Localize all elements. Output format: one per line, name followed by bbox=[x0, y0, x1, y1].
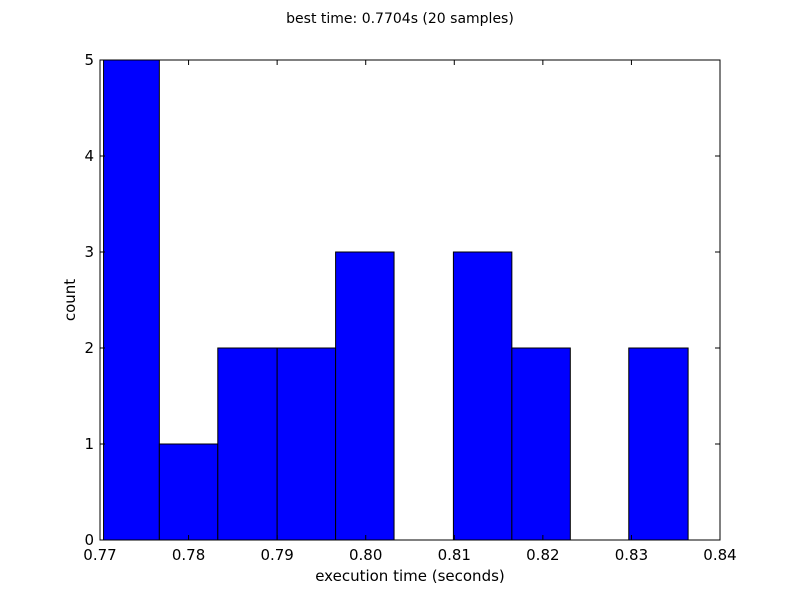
y-tick-label: 3 bbox=[84, 243, 94, 261]
histogram-bar bbox=[628, 347, 689, 541]
x-tick-label: 0.84 bbox=[703, 546, 736, 564]
bars-group bbox=[103, 59, 689, 541]
histogram-bar bbox=[276, 347, 337, 541]
y-tick-label: 1 bbox=[84, 435, 94, 453]
y-axis-label: count bbox=[61, 279, 79, 321]
histogram-bar bbox=[511, 347, 571, 541]
plot-frame bbox=[99, 59, 721, 541]
chart-title: best time: 0.7704s (20 samples) bbox=[286, 11, 514, 27]
histogram-bar bbox=[217, 347, 278, 541]
x-tick-label: 0.81 bbox=[438, 546, 471, 564]
x-tick-label: 0.80 bbox=[349, 546, 382, 564]
tick-labels-group: 0.77 0.78 0.79 0.80 0.81 0.82 0.83 0.84 0 1 2 3 4 5 bbox=[83, 51, 736, 564]
x-axis-label: execution time (seconds) bbox=[315, 567, 505, 585]
y-tick-label: 4 bbox=[84, 147, 94, 165]
x-tick-label: 0.77 bbox=[83, 546, 116, 564]
histogram-bar bbox=[158, 443, 219, 541]
x-tick-label: 0.78 bbox=[172, 546, 205, 564]
x-tick-label: 0.79 bbox=[260, 546, 293, 564]
y-tick-label: 0 bbox=[84, 531, 94, 549]
y-tick-label: 5 bbox=[84, 51, 94, 69]
x-tick-label: 0.83 bbox=[615, 546, 648, 564]
x-tick-label: 0.82 bbox=[526, 546, 559, 564]
histogram-bar bbox=[335, 251, 395, 541]
histogram-bar bbox=[452, 251, 513, 541]
y-tick-label: 2 bbox=[84, 339, 94, 357]
histogram-bar bbox=[103, 59, 160, 541]
